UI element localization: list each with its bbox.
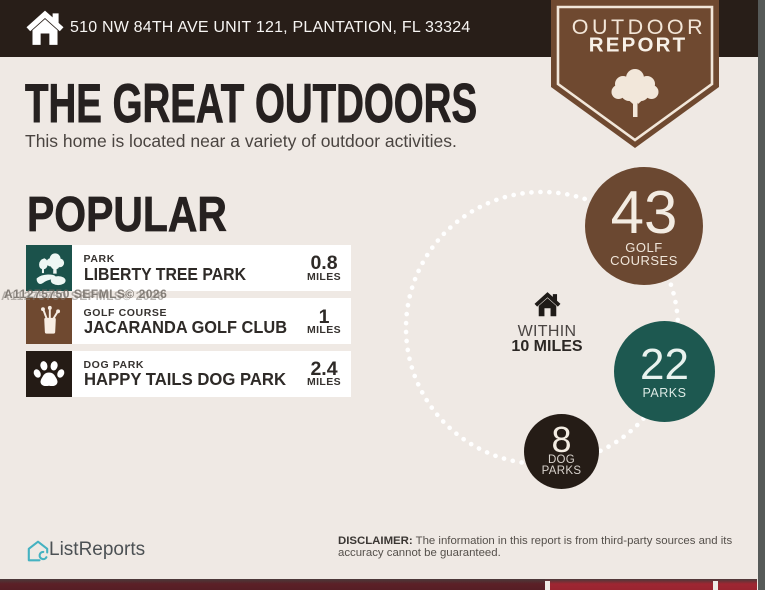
svg-text:OUTDOOR: OUTDOOR bbox=[572, 15, 706, 39]
svg-text:REPORT: REPORT bbox=[589, 34, 688, 57]
